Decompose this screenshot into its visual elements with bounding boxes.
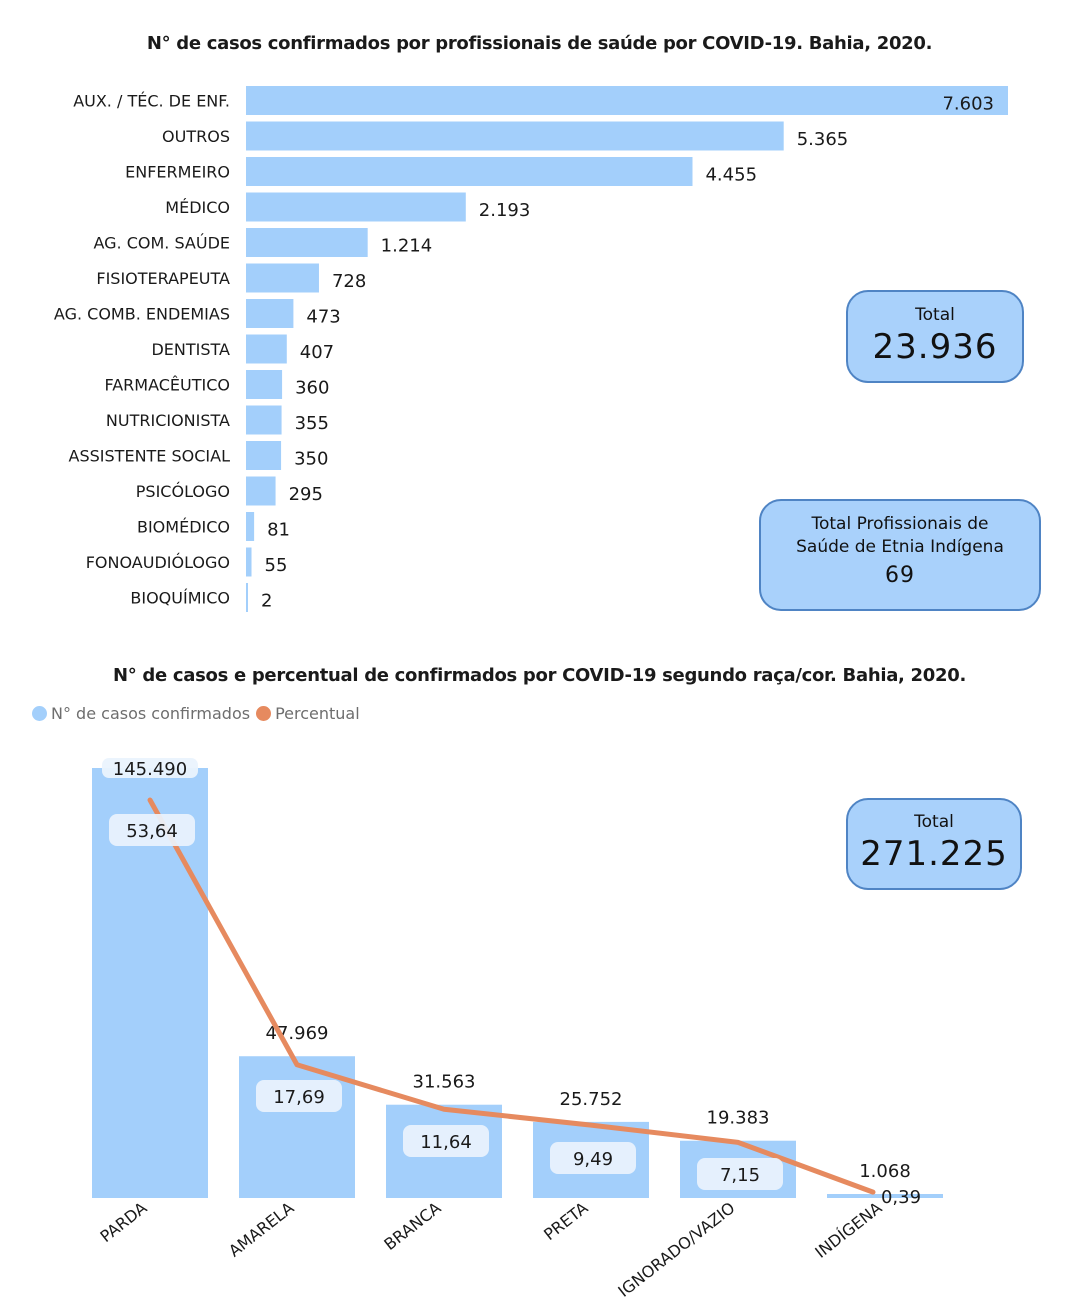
- bar: [246, 441, 282, 470]
- legend-item-percent[interactable]: Percentual: [256, 704, 360, 723]
- category-label: INDÍGENA: [811, 1198, 885, 1262]
- legend: N° de casos confirmados Percentual: [32, 704, 366, 723]
- percent-label: 9,49: [573, 1149, 613, 1170]
- bar: [246, 547, 252, 577]
- kpi-total-race: Total 271.225: [846, 798, 1022, 890]
- data-label: 473: [306, 307, 340, 328]
- data-label: 355: [295, 413, 329, 434]
- percent-label: 7,15: [720, 1165, 760, 1186]
- kpi-total-race-label: Total: [914, 812, 954, 832]
- data-label: 4.455: [705, 165, 757, 186]
- bar: [246, 334, 287, 364]
- legend-label-cases: N° de casos confirmados: [51, 704, 251, 723]
- category-label: ENFERMEIRO: [125, 163, 230, 182]
- category-label: FONOAUDIÓLOGO: [86, 553, 230, 572]
- data-label: 1.214: [381, 236, 433, 257]
- category-label: AG. COM. SAÚDE: [93, 234, 230, 253]
- percent-label-bg: [109, 814, 195, 846]
- bar: [246, 121, 784, 151]
- bar: [246, 157, 693, 186]
- bar: [246, 512, 255, 541]
- data-label: 2.193: [479, 200, 531, 221]
- data-label: 407: [300, 342, 334, 363]
- column: [239, 1056, 355, 1198]
- kpi-total-race-value: 271.225: [860, 834, 1008, 874]
- column: [827, 1194, 943, 1198]
- chart-title-race: N° de casos e percentual de confirmados …: [113, 665, 966, 686]
- bar: [246, 405, 282, 435]
- bar: [246, 370, 283, 399]
- data-label: 5.365: [797, 129, 849, 150]
- data-label: 2: [261, 591, 272, 612]
- percent-line: [147, 797, 876, 1195]
- data-label: 728: [332, 271, 366, 292]
- bar: [246, 299, 294, 328]
- category-label: ASSISTENTE SOCIAL: [69, 447, 231, 466]
- bar: [246, 583, 248, 612]
- category-label: DENTISTA: [151, 340, 230, 359]
- data-label: 19.383: [707, 1108, 770, 1129]
- percent-label-bg: [403, 1125, 489, 1157]
- category-label: AG. COMB. ENDEMIAS: [54, 305, 230, 324]
- kpi-indigenous-value: 69: [885, 563, 915, 588]
- bar: [246, 263, 319, 293]
- bar: [246, 86, 1008, 115]
- kpi-total-professionals-label: Total: [915, 305, 955, 325]
- category-label: AUX. / TÉC. DE ENF.: [73, 92, 230, 111]
- kpi-indigenous-label-line1: Total Profissionais de: [811, 514, 989, 534]
- category-label: NUTRICIONISTA: [106, 411, 230, 430]
- kpi-indigenous-professionals: Total Profissionais de Saúde de Etnia In…: [759, 499, 1041, 611]
- percent-label: 53,64: [126, 821, 178, 842]
- category-label: PRETA: [540, 1198, 591, 1244]
- category-label: FARMACÊUTICO: [104, 376, 230, 395]
- data-label: 25.752: [560, 1089, 623, 1110]
- bar: [246, 228, 368, 257]
- percent-label: 0,39: [881, 1187, 921, 1208]
- legend-dot-cases: [32, 706, 47, 721]
- category-label: FISIOTERAPEUTA: [96, 269, 230, 288]
- category-label: PSICÓLOGO: [136, 482, 230, 501]
- data-label: 1.068: [859, 1161, 911, 1182]
- percent-label-bg: [256, 1080, 342, 1112]
- bar: [246, 476, 276, 506]
- category-label: OUTROS: [162, 127, 230, 146]
- data-label: 55: [265, 555, 288, 576]
- data-label: 81: [267, 520, 290, 541]
- kpi-total-professionals-value: 23.936: [872, 327, 998, 367]
- legend-dot-percent: [256, 706, 272, 721]
- data-label: 7.603: [942, 94, 994, 115]
- data-label: 31.563: [413, 1072, 476, 1093]
- percent-label: 11,64: [420, 1132, 472, 1153]
- legend-label-percent: Percentual: [275, 704, 360, 723]
- category-label: MÉDICO: [165, 198, 230, 217]
- category-label: BIOQUÍMICO: [130, 589, 230, 608]
- data-label-bg: [102, 758, 198, 778]
- category-label: AMARELA: [225, 1198, 298, 1261]
- bar: [246, 192, 466, 222]
- kpi-total-professionals: Total 23.936: [846, 290, 1024, 383]
- chart-professionals: AUX. / TÉC. DE ENF. 7.603 OUTROS 5.365 ENFER…: [54, 86, 1008, 612]
- data-label: 360: [295, 378, 329, 399]
- legend-item-cases[interactable]: N° de casos confirmados: [32, 704, 250, 723]
- data-label: 295: [289, 484, 323, 505]
- data-label: 145.490: [113, 759, 187, 780]
- percent-label-bg: [550, 1142, 636, 1174]
- kpi-indigenous-label-line2: Saúde de Etnia Indígena: [796, 537, 1004, 557]
- category-label: PARDA: [96, 1198, 150, 1246]
- data-label: 350: [294, 449, 328, 470]
- percent-label: 17,69: [273, 1087, 325, 1108]
- chart-title-professionals: N° de casos confirmados por profissionai…: [146, 33, 933, 54]
- category-label: BIOMÉDICO: [137, 518, 230, 537]
- category-label: IGNORADO/VAZIO: [614, 1198, 738, 1301]
- percent-label-bg: [697, 1158, 783, 1190]
- category-label: BRANCA: [380, 1198, 444, 1254]
